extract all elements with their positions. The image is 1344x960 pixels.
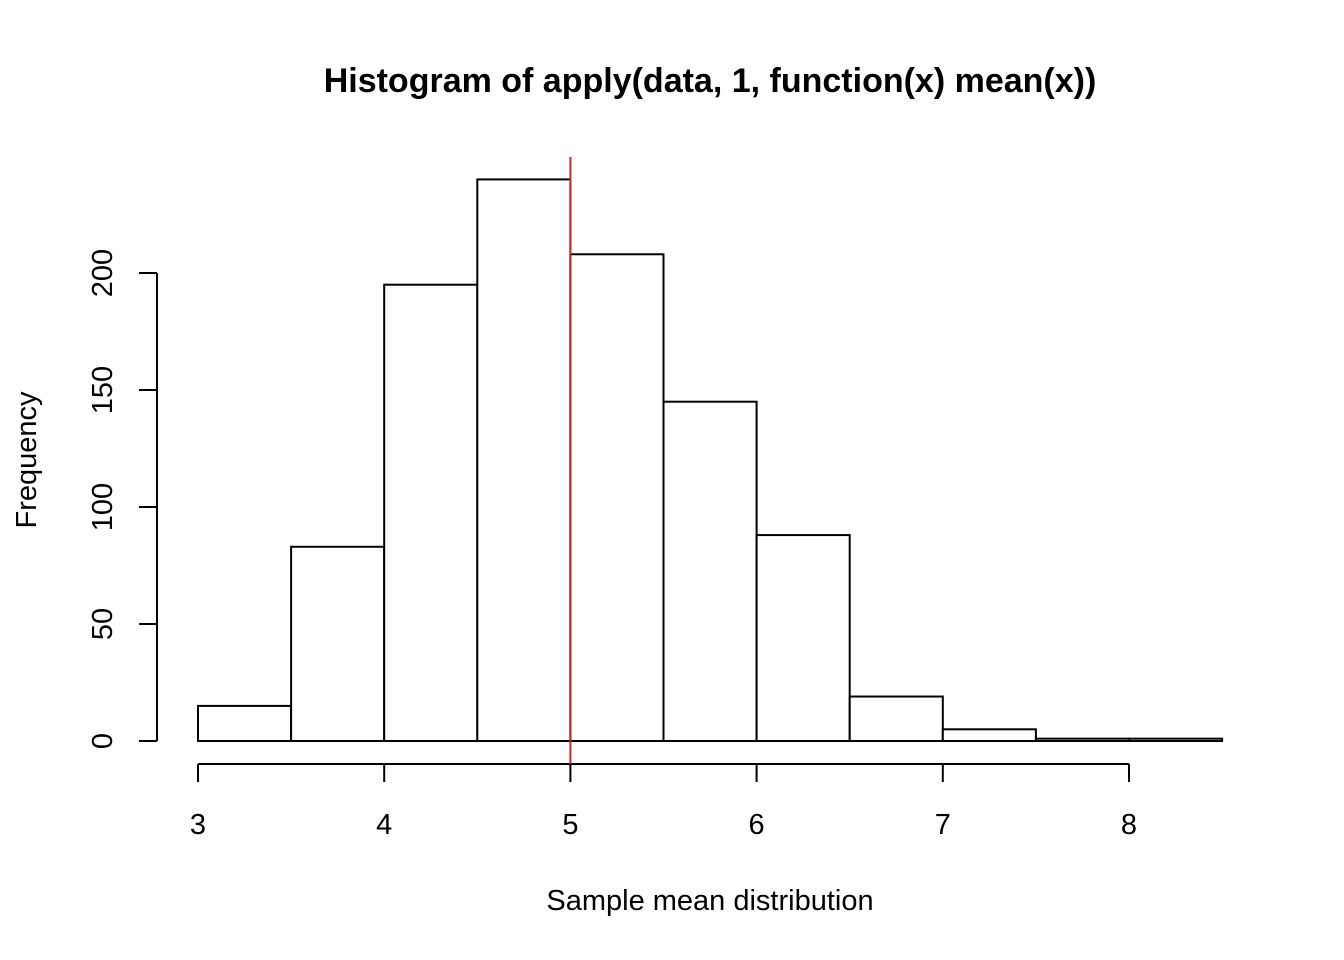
histogram-bar-7 (755, 534, 851, 743)
histogram-bar-1 (197, 704, 293, 743)
y-tick-label-100: 100 (87, 483, 119, 531)
histogram-bar-4 (476, 178, 572, 742)
bars-layer (197, 178, 1224, 743)
x-tick-label-8: 8 (1121, 809, 1137, 841)
y-tick-label-150: 150 (87, 366, 119, 414)
y-axis-label: Frequency (11, 391, 43, 529)
x-tick-label-6: 6 (749, 809, 765, 841)
x-tick-label-5: 5 (562, 809, 578, 841)
chart-title: Histogram of apply(data, 1, function(x) … (324, 62, 1097, 100)
x-axis: 3 4 5 6 7 8 (190, 763, 1137, 841)
histogram-bar-8 (848, 695, 944, 742)
histogram-bar-5 (569, 253, 665, 742)
y-tick-label-50: 50 (87, 608, 119, 640)
histogram-bar-10 (1034, 737, 1131, 742)
y-tick-label-0: 0 (87, 733, 119, 749)
x-tick-label-3: 3 (190, 809, 206, 841)
x-tick-label-4: 4 (376, 809, 392, 841)
histogram-bar-11 (1128, 737, 1224, 742)
histogram-bar-9 (941, 728, 1037, 742)
histogram-bar-3 (383, 283, 479, 742)
x-tick-label-7: 7 (935, 809, 951, 841)
y-axis: 0 50 100 150 200 (87, 249, 158, 749)
histogram-bar-2 (290, 545, 386, 743)
y-tick-label-200: 200 (87, 249, 119, 297)
histogram-bar-6 (662, 400, 758, 742)
x-axis-label: Sample mean distribution (546, 885, 873, 917)
